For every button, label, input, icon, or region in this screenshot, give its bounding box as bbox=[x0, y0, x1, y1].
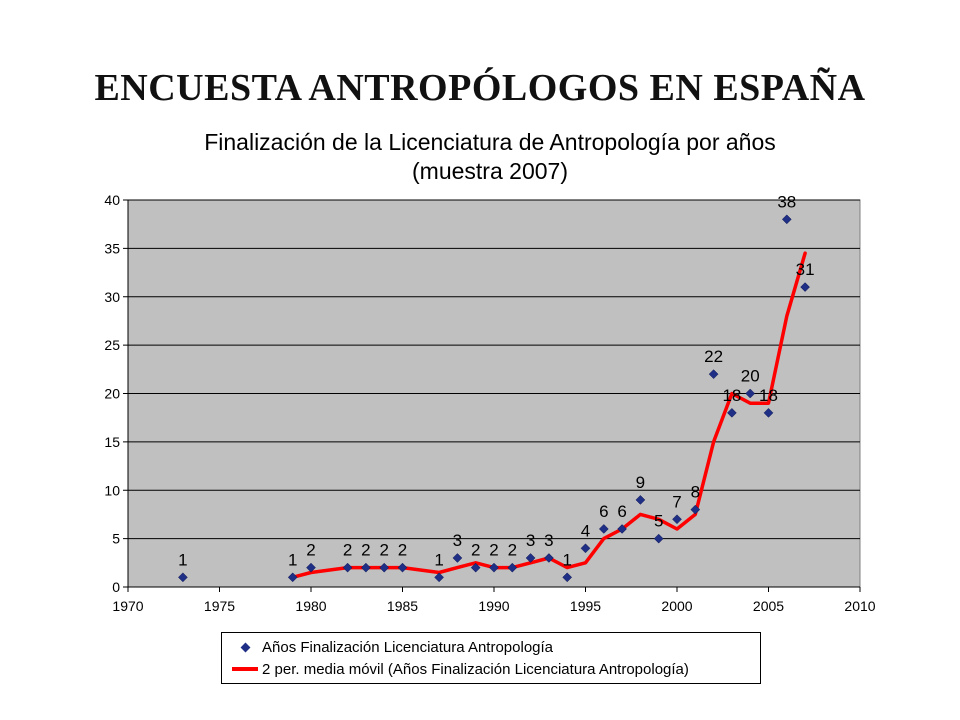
x-tick-label: 1970 bbox=[112, 598, 143, 614]
data-label: 3 bbox=[544, 531, 553, 550]
data-point bbox=[544, 553, 554, 563]
data-point bbox=[708, 369, 719, 380]
y-tick-label: 15 bbox=[104, 434, 120, 450]
data-point bbox=[690, 504, 701, 515]
data-point bbox=[507, 562, 518, 573]
data-point bbox=[763, 407, 774, 418]
data-point bbox=[470, 562, 481, 573]
data-point bbox=[672, 514, 682, 525]
legend-label: 2 per. media móvil (Años Finalización Li… bbox=[262, 660, 689, 678]
data-point bbox=[598, 524, 609, 534]
data-point bbox=[397, 562, 408, 573]
chart-title: Finalización de la Licenciatura de Antro… bbox=[160, 128, 820, 186]
data-point bbox=[287, 572, 298, 583]
data-label: 2 bbox=[489, 541, 498, 560]
x-tick-label: 2005 bbox=[753, 598, 784, 614]
y-tick-label: 5 bbox=[112, 531, 120, 547]
legend-label: Años Finalización Licenciatura Antropolo… bbox=[262, 638, 554, 656]
x-tick-label: 1985 bbox=[387, 598, 418, 614]
data-label: 5 bbox=[654, 512, 663, 531]
data-point bbox=[635, 495, 646, 505]
data-label: 18 bbox=[722, 386, 741, 405]
data-point bbox=[800, 282, 810, 292]
data-label: 1 bbox=[178, 550, 187, 569]
data-label: 20 bbox=[741, 367, 760, 386]
y-tick-label: 0 bbox=[112, 579, 120, 595]
x-tick-label: 1975 bbox=[204, 598, 235, 614]
data-label: 22 bbox=[704, 347, 723, 366]
data-point bbox=[580, 543, 591, 554]
diamond-marker-icon bbox=[228, 636, 262, 658]
chart-title-line: Finalización de la Licenciatura de Antro… bbox=[204, 129, 776, 155]
data-label: 1 bbox=[562, 550, 571, 569]
data-point bbox=[361, 562, 371, 573]
data-point bbox=[489, 562, 499, 573]
slide-title: ENCUESTA ANTROPÓLOGOS EN ESPAÑA bbox=[94, 67, 866, 109]
data-label: 2 bbox=[361, 541, 370, 560]
data-point bbox=[178, 572, 188, 583]
data-label: 2 bbox=[508, 541, 517, 560]
data-label: 1 bbox=[434, 550, 443, 569]
chart-subtitle: (muestra 2007) bbox=[412, 158, 568, 184]
data-point bbox=[653, 533, 664, 544]
data-label: 2 bbox=[379, 541, 388, 560]
x-tick-label: 1980 bbox=[295, 598, 326, 614]
moving-average-line bbox=[290, 251, 807, 580]
y-tick-label: 20 bbox=[104, 386, 120, 402]
legend-item-moving-average: 2 per. media móvil (Años Finalización Li… bbox=[222, 658, 689, 680]
y-tick-label: 25 bbox=[104, 337, 120, 353]
legend: Años Finalización Licenciatura Antropolo… bbox=[221, 632, 761, 684]
data-label: 8 bbox=[691, 483, 700, 502]
data-point bbox=[745, 388, 756, 399]
data-label: 18 bbox=[759, 386, 778, 405]
x-tick-label: 2000 bbox=[661, 598, 692, 614]
x-tick-label: 1990 bbox=[478, 598, 509, 614]
data-point bbox=[306, 562, 316, 573]
legend-item-points: Años Finalización Licenciatura Antropolo… bbox=[222, 636, 553, 658]
data-label: 6 bbox=[599, 502, 608, 521]
data-label: 2 bbox=[471, 541, 480, 560]
x-tick-label: 2010 bbox=[844, 598, 875, 614]
red-line-icon bbox=[228, 658, 262, 680]
data-point bbox=[525, 553, 536, 563]
x-tick-label: 1995 bbox=[570, 598, 601, 614]
y-tick-label: 10 bbox=[104, 482, 120, 498]
data-point bbox=[452, 553, 463, 563]
data-label: 1 bbox=[288, 550, 297, 569]
data-label: 3 bbox=[526, 531, 535, 550]
data-label: 9 bbox=[636, 473, 645, 492]
data-point bbox=[379, 562, 390, 573]
data-label: 2 bbox=[343, 541, 352, 560]
data-label: 2 bbox=[306, 541, 315, 560]
data-label: 7 bbox=[672, 492, 681, 511]
data-point bbox=[434, 572, 444, 583]
data-point bbox=[342, 562, 353, 573]
data-label: 31 bbox=[796, 260, 815, 279]
data-label: 4 bbox=[581, 521, 590, 540]
data-point bbox=[617, 524, 627, 534]
data-point bbox=[562, 572, 573, 583]
y-tick-label: 30 bbox=[104, 289, 120, 305]
data-label: 2 bbox=[398, 541, 407, 560]
data-label: 6 bbox=[617, 502, 626, 521]
data-label: 38 bbox=[777, 192, 796, 211]
y-tick-label: 40 bbox=[104, 192, 120, 208]
data-point bbox=[727, 407, 737, 418]
data-point bbox=[781, 214, 792, 225]
y-tick-label: 35 bbox=[104, 240, 120, 256]
data-label: 3 bbox=[453, 531, 462, 550]
